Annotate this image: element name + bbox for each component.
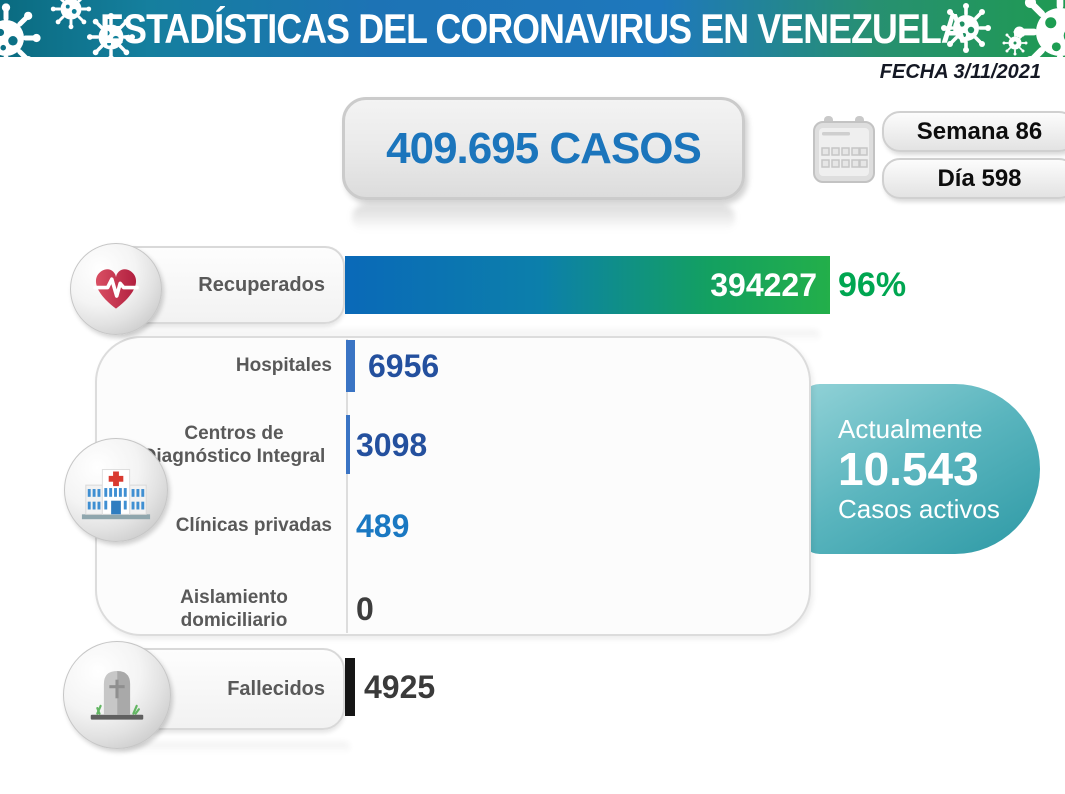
recovered-percent: 96% — [838, 265, 907, 304]
facility-row-label: Hospitales — [235, 355, 332, 376]
facility-row-label: Centros de Diagnóstico Integral — [142, 423, 326, 467]
deceased-reflection — [120, 742, 350, 753]
week-badge-label: Semana 86 — [916, 117, 1043, 145]
week-badge: Semana 86 — [882, 111, 1065, 152]
facility-row-value: 6956 — [368, 347, 440, 384]
virus-icon — [1002, 30, 1028, 56]
active-cases-suffix: Casos activos — [838, 494, 1000, 524]
header-banner: ESTADÍSTICAS DEL CORONAVIRUS EN VENEZUEL… — [0, 0, 1065, 57]
virus-icon — [86, 12, 136, 57]
facilities-panel — [95, 336, 811, 636]
deceased-bar — [345, 658, 355, 716]
total-cases-box: 409.695 CASOS — [342, 97, 745, 200]
deceased-value: 4925 — [364, 668, 436, 705]
recovered-reflection — [120, 330, 820, 341]
deceased-label: Fallecidos — [227, 677, 325, 700]
facilities-divider — [346, 339, 348, 633]
recovered-bar: 394227 — [345, 256, 830, 314]
total-cases-reflection — [352, 205, 735, 231]
recovered-label: Recuperados — [198, 273, 325, 296]
virus-icon — [0, 2, 42, 57]
heart-pulse-icon — [93, 269, 139, 309]
day-badge: Día 598 — [882, 158, 1065, 199]
facility-row-bar — [346, 340, 355, 392]
day-badge-label: Día 598 — [937, 164, 1022, 192]
recovered-icon-circle — [70, 243, 162, 335]
facility-row-bar — [346, 415, 350, 474]
active-cases-panel: Actualmente 10.543 Casos activos — [800, 384, 1040, 554]
recovered-value: 394227 — [710, 266, 817, 303]
hospital-building-icon — [81, 469, 151, 520]
facility-row-label: Aislamiento domiciliario — [180, 587, 288, 631]
facility-row-value: 3098 — [356, 426, 428, 463]
total-cases-text: 409.695 CASOS — [386, 123, 702, 173]
active-cases-value: 10.543 — [838, 443, 979, 495]
calendar-icon — [813, 116, 875, 183]
active-cases-prefix: Actualmente — [838, 414, 983, 444]
page-title: ESTADÍSTICAS DEL CORONAVIRUS EN VENEZUEL… — [99, 5, 967, 52]
tombstone-icon — [90, 670, 144, 720]
facility-row-label: Clínicas privadas — [175, 515, 332, 536]
virus-icon — [940, 2, 992, 54]
facility-row-value: 489 — [356, 507, 410, 544]
virus-icon — [1012, 0, 1065, 57]
hospital-icon-circle — [64, 438, 168, 542]
deceased-icon-circle — [63, 641, 171, 749]
facility-row-value: 0 — [356, 590, 374, 627]
date-label: FECHA 3/11/2021 — [879, 61, 1041, 83]
virus-icon — [50, 0, 92, 30]
